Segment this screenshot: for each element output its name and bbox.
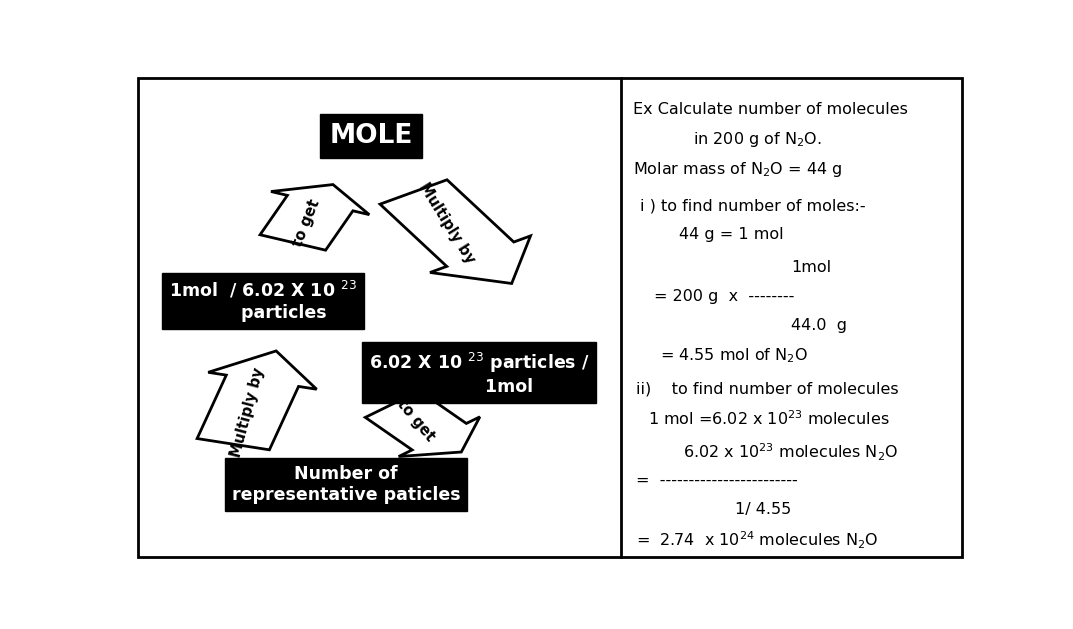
Text: ii)    to find number of molecules: ii) to find number of molecules [635, 382, 898, 397]
Polygon shape [380, 180, 530, 284]
Text: =  ------------------------: = ------------------------ [635, 474, 797, 488]
Polygon shape [197, 351, 317, 450]
Text: in 200 g of N$_2$O.: in 200 g of N$_2$O. [693, 130, 822, 149]
Text: 1 mol =6.02 x 10$^{23}$ molecules: 1 mol =6.02 x 10$^{23}$ molecules [648, 409, 890, 428]
Polygon shape [365, 391, 480, 457]
Text: 44 g = 1 mol: 44 g = 1 mol [679, 227, 783, 242]
Text: = 4.55 mol of N$_2$O: = 4.55 mol of N$_2$O [660, 346, 808, 365]
Text: Number of
representative paticles: Number of representative paticles [232, 465, 460, 504]
FancyBboxPatch shape [138, 78, 961, 557]
Text: 1mol: 1mol [791, 260, 832, 276]
Text: 1/ 4.55: 1/ 4.55 [735, 503, 791, 518]
Text: Molar mass of N$_2$O = 44 g: Molar mass of N$_2$O = 44 g [633, 160, 842, 179]
Text: 6.02 x 10$^{23}$ molecules N$_2$O: 6.02 x 10$^{23}$ molecules N$_2$O [684, 442, 898, 463]
Polygon shape [260, 184, 369, 250]
Text: i ) to find number of moles:-: i ) to find number of moles:- [640, 199, 865, 214]
Text: Ex Calculate number of molecules: Ex Calculate number of molecules [633, 102, 908, 117]
Text: =  2.74  x 10$^{24}$ molecules N$_2$O: = 2.74 x 10$^{24}$ molecules N$_2$O [635, 530, 878, 551]
Text: to get: to get [394, 396, 438, 444]
Text: to get: to get [290, 197, 323, 248]
Text: MOLE: MOLE [329, 123, 413, 149]
Text: = 200 g  x  --------: = 200 g x -------- [653, 289, 794, 304]
Text: Multiply by: Multiply by [229, 366, 267, 459]
Text: 44.0  g: 44.0 g [791, 318, 847, 333]
Text: Multiply by: Multiply by [416, 180, 477, 266]
Text: 1mol  / 6.02 X 10 $^{23}$
       particles: 1mol / 6.02 X 10 $^{23}$ particles [170, 280, 357, 321]
Text: 6.02 X 10 $^{23}$ particles /
          1mol: 6.02 X 10 $^{23}$ particles / 1mol [369, 351, 589, 396]
